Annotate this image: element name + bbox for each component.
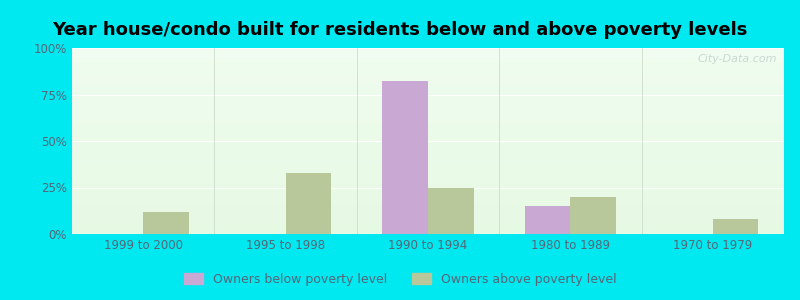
Bar [525, 206, 570, 234]
Text: Year house/condo built for residents below and above poverty levels: Year house/condo built for residents bel… [52, 21, 748, 39]
Text: City-Data.com: City-Data.com [698, 54, 777, 64]
Bar [713, 219, 758, 234]
Legend: Owners below poverty level, Owners above poverty level: Owners below poverty level, Owners above… [179, 268, 621, 291]
Bar [143, 212, 189, 234]
Bar [570, 197, 616, 234]
Bar [382, 82, 428, 234]
Bar [286, 172, 331, 234]
Bar [428, 188, 474, 234]
